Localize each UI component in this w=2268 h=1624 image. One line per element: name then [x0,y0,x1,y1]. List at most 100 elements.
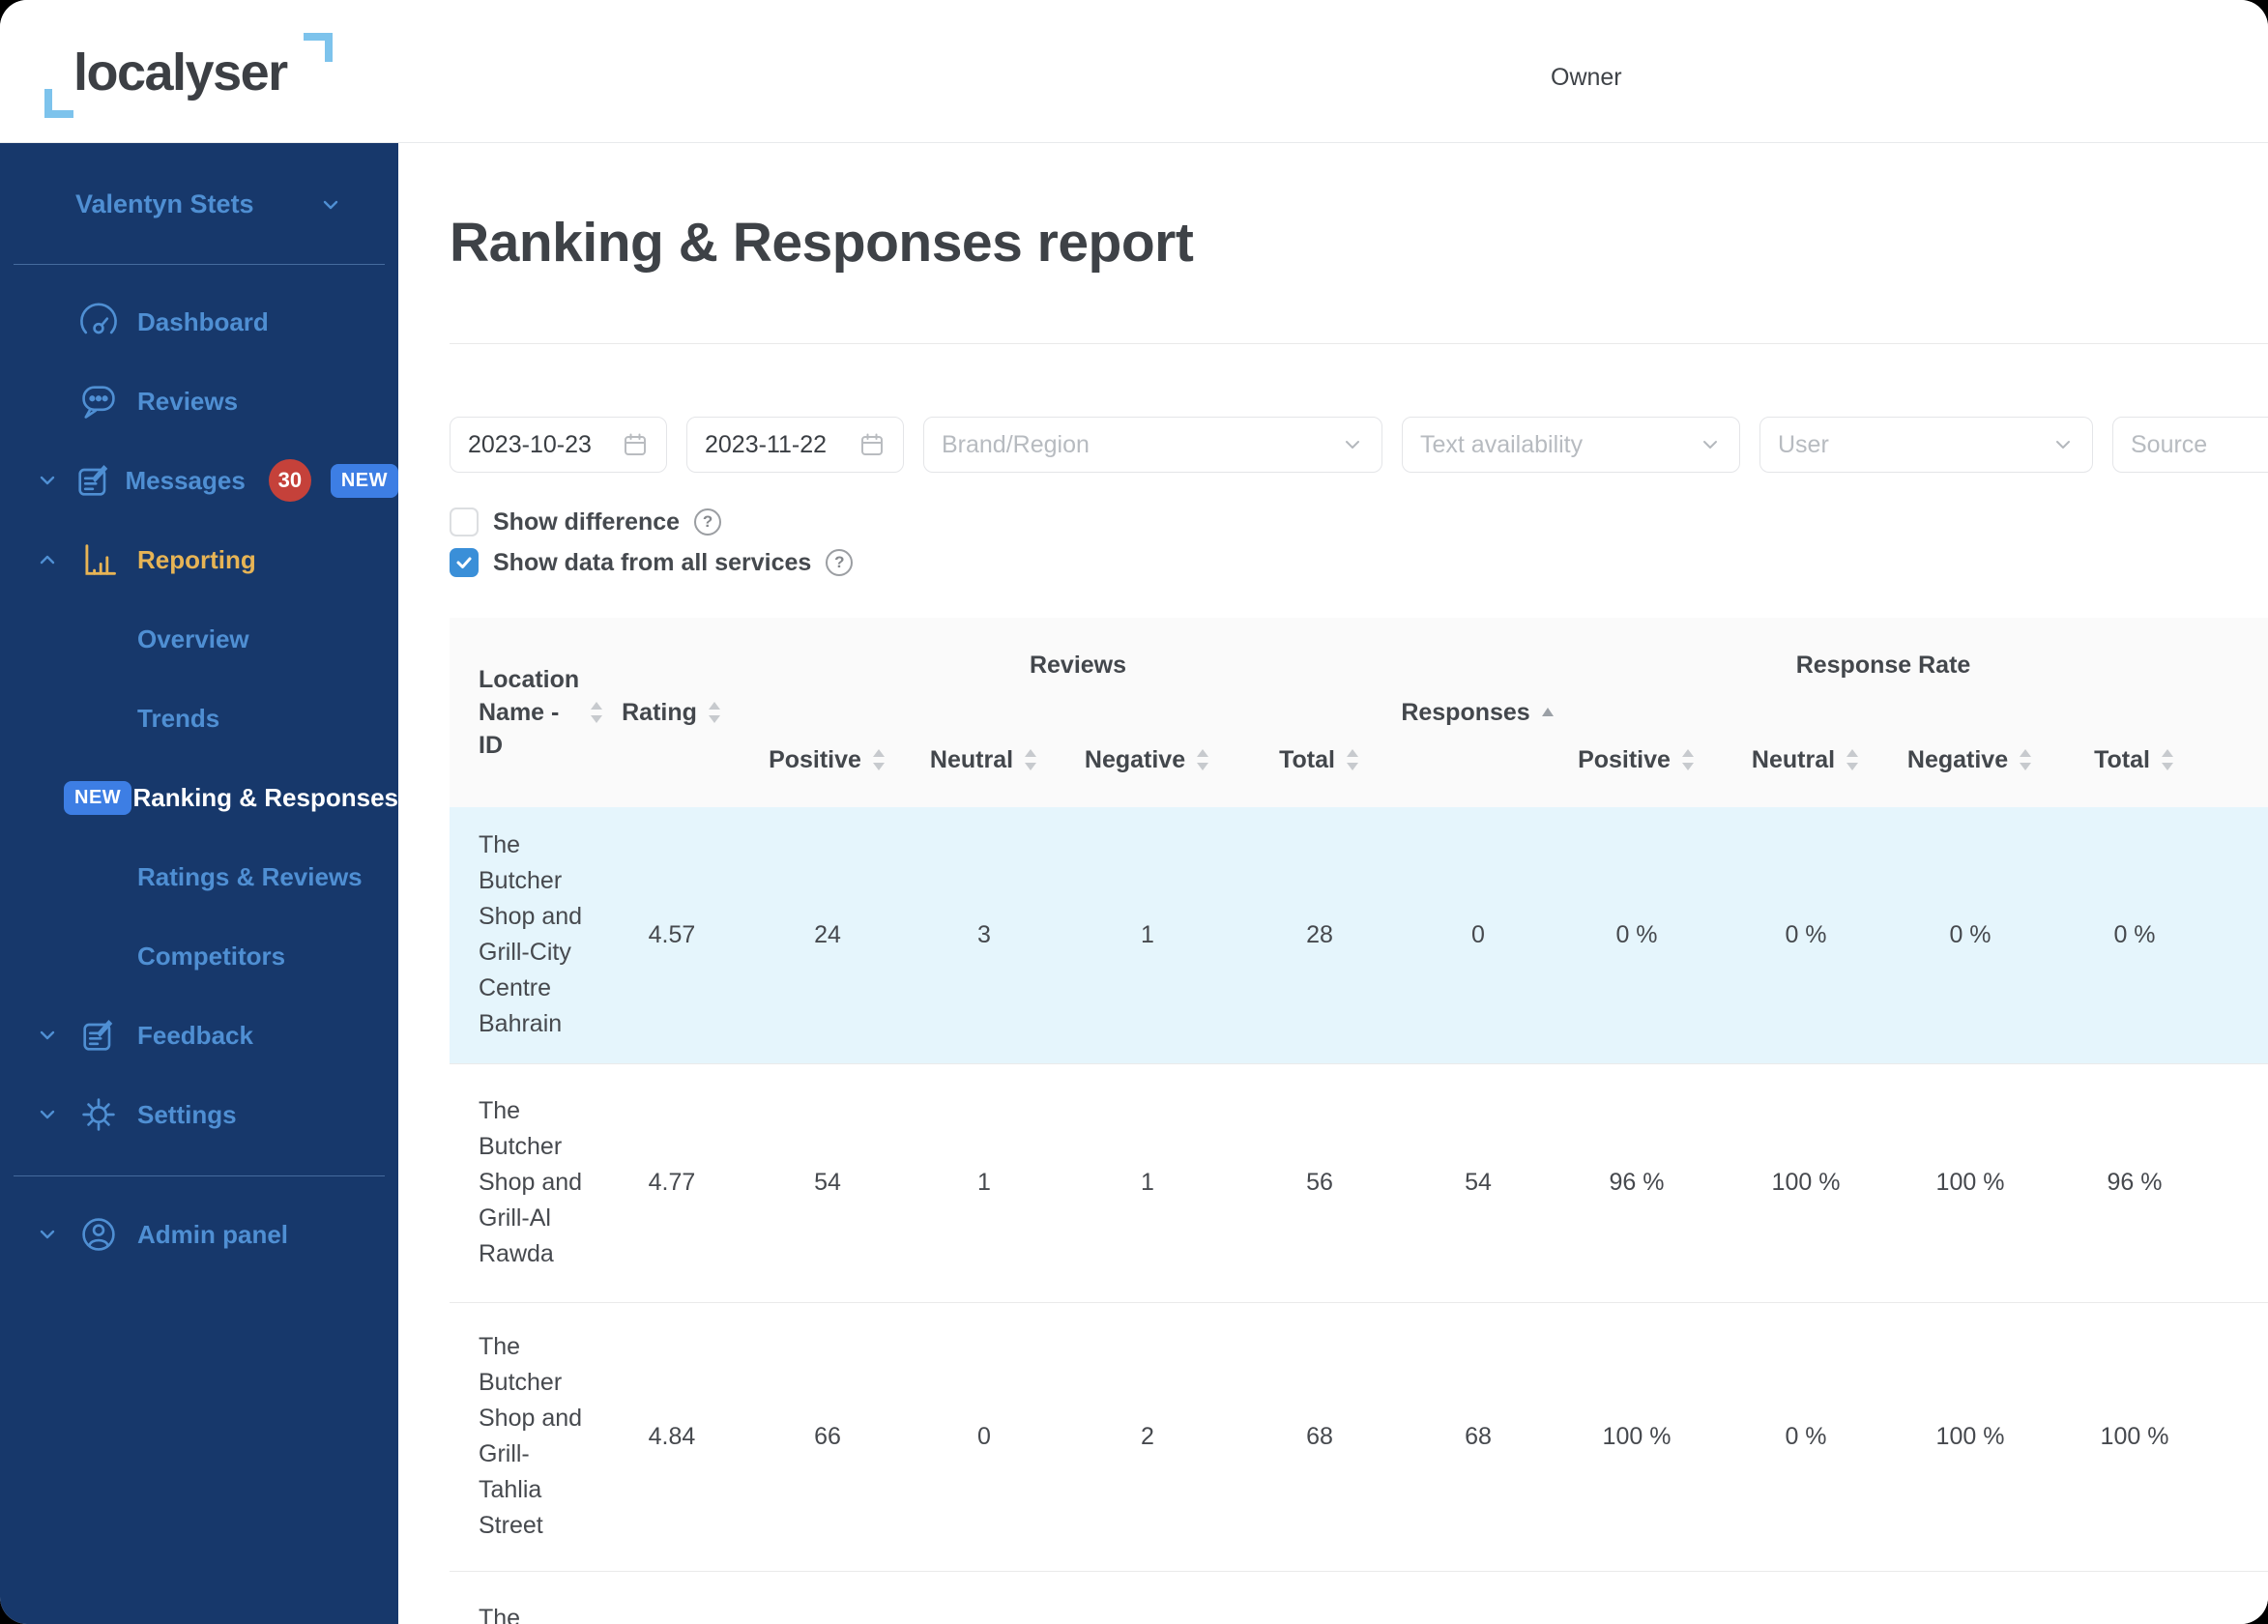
logo-text: localyser [73,44,288,102]
sidebar-item-label: Competitors [137,941,286,971]
cell-rate-neutral: 100 % [1724,1063,1888,1302]
column-header-rate-neutral[interactable]: Neutral [1724,712,1888,807]
table-row: The [450,1571,2268,1624]
date-to-value: 2023-11-22 [705,430,828,458]
sort-icon[interactable] [1845,747,1860,772]
table-subheader-row: Positive Neutral Negative Total Positive… [450,712,2268,807]
cell-reviews-negative [1062,1571,1233,1624]
date-from-input[interactable]: 2023-10-23 [450,417,667,473]
chevron-down-icon[interactable] [35,1223,77,1246]
sidebar: Valentyn Stets Dashboard Reviews [0,143,398,1624]
sidebar-item-settings[interactable]: Settings [0,1075,398,1154]
cell-rate-positive [1550,1571,1724,1624]
column-header-reviews-negative[interactable]: Negative [1062,712,1233,807]
column-header-reviews-positive[interactable]: Positive [749,712,906,807]
sort-icon[interactable] [871,747,887,772]
sort-icon[interactable] [1345,747,1360,772]
sort-icon[interactable] [2160,747,2175,772]
chevron-down-icon[interactable] [35,1103,77,1126]
sidebar-divider [14,264,385,265]
sidebar-item-dashboard[interactable]: Dashboard [0,282,398,362]
bar-chart-icon [77,538,137,581]
cell-reviews-total: 56 [1233,1063,1407,1302]
compose-icon [73,459,126,502]
help-icon[interactable]: ? [826,549,854,576]
user-circle-icon [77,1213,137,1256]
cell-reviews-neutral: 3 [906,807,1062,1063]
sidebar-item-messages[interactable]: Messages 30 NEW [0,441,398,520]
show-difference-row: Show difference ? [450,502,722,542]
logo-bracket-right-icon [304,33,333,62]
ranking-new-badge: NEW [64,780,132,815]
column-header-rate-positive[interactable]: Positive [1550,712,1724,807]
brand-region-select[interactable]: Brand/Region [923,417,1382,473]
column-header-reviews-neutral[interactable]: Neutral [906,712,1062,807]
column-header-rating[interactable]: Rating [595,618,749,807]
chevron-down-icon[interactable] [35,1024,77,1047]
text-availability-select[interactable]: Text availability [1402,417,1740,473]
sidebar-item-trends[interactable]: Trends [0,679,398,758]
user-select[interactable]: User [1759,417,2093,473]
cell-responses: 54 [1407,1063,1550,1302]
sort-icon[interactable] [1195,747,1210,772]
column-header-reviews-total[interactable]: Total [1233,712,1407,807]
sidebar-item-label: Ratings & Reviews [137,861,363,891]
messages-count-badge: 30 [268,459,311,502]
chevron-down-icon[interactable] [35,469,73,492]
sort-icon[interactable] [589,700,604,725]
sidebar-item-label: Settings [137,1099,237,1129]
cell-reviews-neutral: 0 [906,1302,1062,1571]
cell-reviews-negative: 1 [1062,807,1233,1063]
column-group-response-rate: Response Rate [1550,618,2217,712]
cell-responses: 68 [1407,1302,1550,1571]
sidebar-item-reporting[interactable]: Reporting [0,520,398,599]
cell-location: The Butcher Shop and Grill-City Centre B… [450,807,595,1063]
sort-icon[interactable] [2018,747,2033,772]
source-placeholder: Source [2131,430,2208,458]
sort-asc-icon[interactable] [1540,707,1556,718]
sidebar-item-label: Messages [125,465,246,495]
calendar-icon [861,433,883,455]
cell-rate-negative: 100 % [1888,1063,2052,1302]
cell-reviews-total: 68 [1233,1302,1407,1571]
help-icon[interactable]: ? [694,508,722,536]
sidebar-item-ratings-reviews[interactable]: Ratings & Reviews [0,837,398,916]
sort-icon[interactable] [1023,747,1038,772]
sidebar-item-feedback[interactable]: Feedback [0,996,398,1075]
page-title: Ranking & Responses report [450,212,1194,274]
show-all-services-row: Show data from all services ? [450,542,854,583]
sidebar-item-competitors[interactable]: Competitors [0,916,398,996]
user-menu[interactable]: Valentyn Stets [75,189,343,219]
sort-icon[interactable] [707,700,722,725]
sidebar-item-label: Feedback [137,1020,253,1050]
column-header-rate-negative[interactable]: Negative [1888,712,2052,807]
sidebar-item-label: Reporting [137,544,256,574]
show-all-services-checkbox[interactable] [450,548,479,577]
sidebar-item-label: Dashboard [137,306,269,336]
cell-reviews-negative: 1 [1062,1063,1233,1302]
sidebar-item-overview[interactable]: Overview [0,599,398,679]
column-header-location[interactable]: Location Name - ID [450,618,603,807]
show-all-services-label: Show data from all services [493,548,812,576]
messages-new-badge: NEW [330,463,398,498]
date-to-input[interactable]: 2023-11-22 [686,417,904,473]
account-role-label[interactable]: Owner [1551,64,1622,91]
cell-rate-neutral: 0 % [1724,807,1888,1063]
source-select[interactable]: Source [2112,417,2268,473]
sidebar-item-reviews[interactable]: Reviews [0,362,398,441]
chevron-down-icon [323,200,337,209]
column-header-rate-total[interactable]: Total [2052,712,2217,807]
cell-location: The [450,1571,595,1624]
sidebar-item-label: Admin panel [137,1219,289,1249]
show-difference-checkbox[interactable] [450,508,479,536]
chevron-up-icon[interactable] [35,548,77,571]
column-header-responses[interactable]: Responses [1401,618,1554,807]
sort-icon[interactable] [1680,747,1696,772]
cell-rate-positive: 96 % [1550,1063,1724,1302]
sidebar-divider [14,1175,385,1176]
cell-rate-negative: 100 % [1888,1302,2052,1571]
sidebar-item-ranking-responses[interactable]: NEW Ranking & Responses [0,758,398,837]
chat-bubble-icon [77,380,137,422]
sidebar-item-admin-panel[interactable]: Admin panel [0,1195,398,1274]
column-header-filler [2217,618,2268,807]
